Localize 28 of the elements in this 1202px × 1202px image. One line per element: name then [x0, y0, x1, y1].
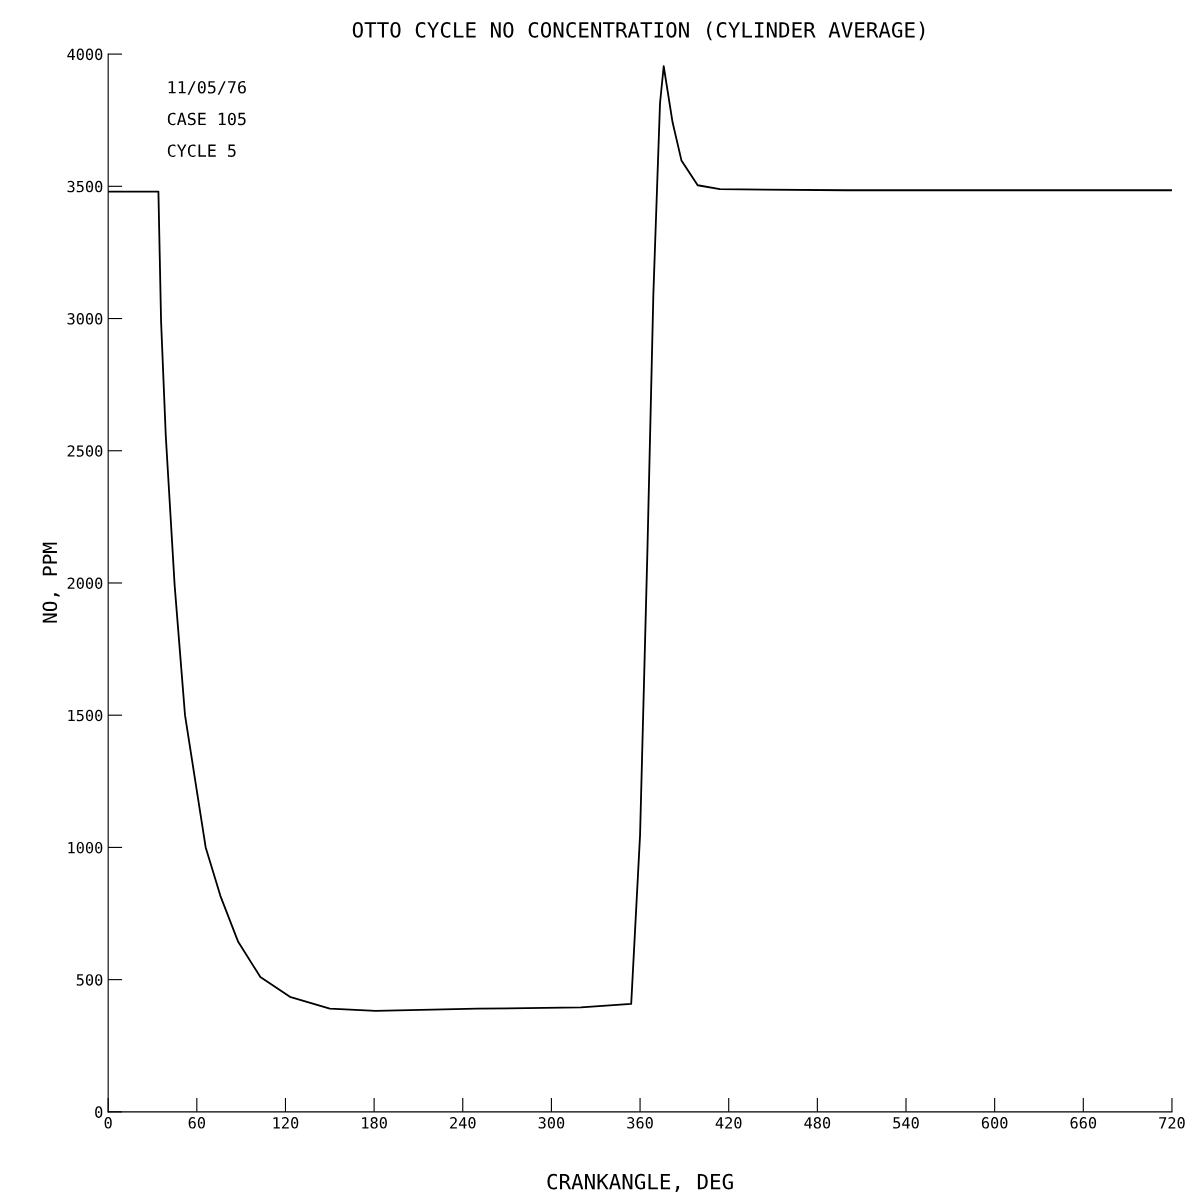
- y-tick-label: 3000: [67, 313, 103, 325]
- y-tick-label: 2000: [67, 577, 103, 590]
- x-tick-label: 0: [104, 1117, 112, 1129]
- x-tick-label: 360: [627, 1117, 653, 1129]
- x-tick-label: 60: [188, 1117, 206, 1129]
- y-axis-title: NO, PPM: [42, 542, 60, 623]
- y-tick-label: 1000: [68, 841, 103, 854]
- annotation: 11/05/76: [168, 80, 246, 95]
- x-tick-label: 480: [804, 1117, 831, 1129]
- x-tick-label: 120: [273, 1117, 299, 1129]
- x-tick-label: 180: [362, 1117, 387, 1129]
- y-tick-label: 4000: [67, 48, 103, 61]
- y-tick-label: 1500: [68, 709, 103, 722]
- y-tick-label: 3500: [67, 180, 103, 193]
- x-tick-label: 540: [893, 1117, 919, 1129]
- x-tick-label: 300: [538, 1117, 565, 1129]
- x-tick-label: 240: [450, 1117, 476, 1129]
- x-axis-title: CRANKANGLE, DEG: [547, 1173, 733, 1193]
- x-tick-label: 660: [1070, 1117, 1097, 1129]
- chart-title: OTTO CYCLE NO CONCENTRATION (CYLINDER AVERAGE): [352, 21, 925, 41]
- y-tick-label: 500: [76, 974, 103, 986]
- annotation: CYCLE 5: [167, 144, 236, 157]
- x-tick-label: 420: [715, 1117, 742, 1129]
- annotation: CASE 105: [167, 112, 246, 126]
- y-tick-label: 0: [95, 1106, 103, 1118]
- y-tick-label: 2500: [67, 445, 103, 457]
- x-tick-label: 600: [981, 1117, 1008, 1129]
- x-tick-label: 720: [1159, 1117, 1185, 1129]
